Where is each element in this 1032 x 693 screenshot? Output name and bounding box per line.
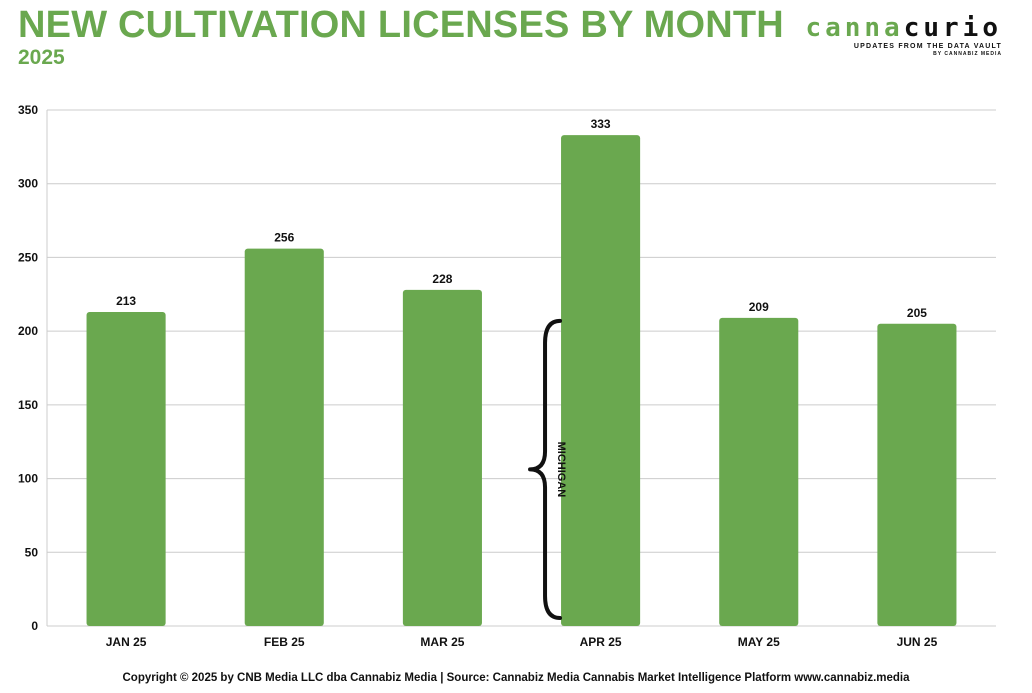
y-tick-label: 300 <box>18 177 38 191</box>
data-label: 256 <box>274 231 294 245</box>
data-label: 333 <box>591 117 611 131</box>
data-label: 228 <box>432 272 452 286</box>
chart-subtitle: 2025 <box>18 46 65 69</box>
logo-wordmark: cannacurio <box>805 14 1002 42</box>
y-tick-label: 250 <box>18 250 38 264</box>
x-tick-label: FEB 25 <box>264 635 305 649</box>
data-label: 205 <box>907 306 927 320</box>
bar <box>244 248 324 626</box>
y-tick-label: 50 <box>25 545 39 559</box>
x-tick-label: APR 25 <box>580 635 622 649</box>
copyright-footer: Copyright © 2025 by CNB Media LLC dba Ca… <box>122 672 910 684</box>
bar <box>86 311 166 626</box>
annotation-label: MICHIGAN <box>555 442 567 498</box>
y-tick-label: 200 <box>18 324 38 338</box>
logo-tagline: UPDATES FROM THE DATA VAULT <box>853 43 1002 50</box>
x-tick-label: JUN 25 <box>897 635 938 649</box>
bar <box>402 289 482 626</box>
cannacurio-logo: cannacurio UPDATES FROM THE DATA VAULT B… <box>805 14 1002 58</box>
y-tick-label: 0 <box>31 619 38 633</box>
logo-byline: BY CANNABIZ MEDIA <box>933 51 1002 57</box>
bar <box>877 323 957 626</box>
x-tick-label: MAR 25 <box>420 635 464 649</box>
brace-annotation <box>528 318 563 620</box>
logo-word-part2: curio <box>903 13 1002 43</box>
x-tick-label: JAN 25 <box>106 635 147 649</box>
logo-word-part1: canna <box>805 13 904 43</box>
data-label: 209 <box>749 300 769 314</box>
bar <box>719 317 799 626</box>
x-tick-label: MAY 25 <box>738 635 780 649</box>
y-tick-label: 350 <box>18 103 38 117</box>
chart-title: NEW CULTIVATION LICENSES BY MONTH <box>18 4 784 46</box>
bar <box>561 135 641 626</box>
y-tick-label: 100 <box>18 472 38 486</box>
y-tick-label: 150 <box>18 398 38 412</box>
data-label: 213 <box>116 294 136 308</box>
